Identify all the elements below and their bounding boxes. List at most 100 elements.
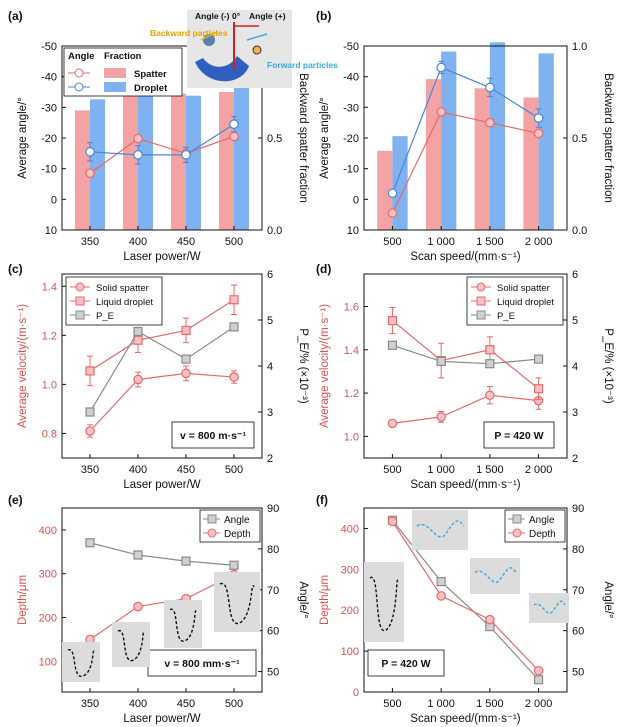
profile-inset <box>164 600 202 648</box>
y2-tick-label: 80 <box>267 544 279 556</box>
x-tick-label: 1 000 <box>427 236 455 248</box>
legend-marker <box>476 282 486 292</box>
y-tick-label: 0 <box>51 194 57 206</box>
y2-tick-label: 50 <box>572 667 584 679</box>
y-axis-label: Average velocity/(m·s⁻¹) <box>319 304 331 428</box>
pe-point <box>533 354 544 364</box>
y-tick-label: 1.0 <box>344 431 359 443</box>
pe-point <box>133 326 143 337</box>
legend-label: Solid spatter <box>497 283 550 294</box>
legend-marker <box>74 82 84 92</box>
x-tick-label: 1 500 <box>476 698 504 710</box>
angle-spatter-point <box>229 131 239 142</box>
legend-label: Solid spatter <box>96 283 149 294</box>
angle-spatter-point <box>387 208 398 218</box>
x-tick-label: 1 500 <box>476 464 504 476</box>
y2-tick-label: 90 <box>572 503 584 515</box>
y-tick-label: 1.0 <box>42 379 57 391</box>
legend-marker <box>75 310 85 320</box>
angle-spatter-line <box>89 135 235 174</box>
y-tick-label: 400 <box>341 523 359 535</box>
x-tick-label: 450 <box>177 698 195 710</box>
panel-label: (b) <box>316 9 331 23</box>
y-tick-label: 1.4 <box>344 345 359 357</box>
y2-tick-label: 1.0 <box>572 41 587 53</box>
y-tick-label: 0 <box>353 687 359 699</box>
profile-curve <box>416 520 465 538</box>
solid-spatter-line <box>392 394 539 424</box>
profile-inset <box>470 558 520 594</box>
y-tick-label: 100 <box>39 656 57 668</box>
y-tick-label: 200 <box>39 613 57 625</box>
y2-axis-label: Backward spatter fraction <box>297 73 309 203</box>
depth-point <box>485 614 495 625</box>
profile-curve <box>533 600 566 614</box>
y2-tick-label: 0.0 <box>572 225 587 237</box>
x-axis-label: Scan speed/(mm·s⁻¹) <box>410 479 520 491</box>
y-tick-label: -30 <box>41 102 57 114</box>
x-axis-label: Scan speed/(mm·s⁻¹) <box>410 251 520 263</box>
y2-axis-label: P_E/% (×10⁻³) <box>602 328 614 404</box>
solid-spatter-point <box>485 390 495 401</box>
panel-label: (c) <box>8 262 23 276</box>
bar-droplet-1 <box>441 51 457 230</box>
legend-label: Droplet <box>134 83 168 94</box>
inset-angle-neg: Angle (-) <box>195 11 230 21</box>
backward-arrow <box>200 31 218 41</box>
depth-point <box>133 601 143 612</box>
legend-marker <box>74 68 84 78</box>
legend-marker <box>75 282 85 292</box>
pe-point <box>229 322 239 332</box>
annotation-box <box>171 421 255 449</box>
depth-point <box>387 516 398 527</box>
x-tick-label: 500 <box>225 698 243 710</box>
y-tick-label: 200 <box>341 605 359 617</box>
y-tick-label: 1.4 <box>42 281 57 293</box>
x-tick-label: 500 <box>383 236 401 248</box>
depth-point <box>436 591 446 601</box>
angle-droplet-line <box>391 66 539 194</box>
legend-header: Angle <box>68 51 94 62</box>
y2-tick-label: 6 <box>267 269 273 281</box>
y2-axis-label: Backward spatter fraction <box>602 73 614 203</box>
liquid-droplet-point <box>387 315 398 326</box>
y2-tick-label: 70 <box>572 585 584 597</box>
melt-pool-shape <box>195 56 249 82</box>
y2-axis-label: P_E/% (×10⁻³) <box>297 328 309 404</box>
angle-point <box>436 576 446 587</box>
forward-particle <box>252 45 262 55</box>
y-axis-label: Average angle/° <box>319 97 331 179</box>
inset-angle-pos: Angle (+) <box>249 11 286 21</box>
x-tick-label: 1 500 <box>476 236 504 248</box>
y2-tick-label: 2 <box>267 453 273 465</box>
x-tick-label: 450 <box>177 464 195 476</box>
x-tick-label: 400 <box>129 698 147 710</box>
y2-tick-label: 60 <box>267 626 279 638</box>
legend-label: Depth <box>224 529 251 540</box>
y-tick-label: 10 <box>45 225 57 237</box>
annotation-box <box>147 649 257 677</box>
y-tick-label: 10 <box>347 225 359 237</box>
y-tick-label: -30 <box>343 102 359 114</box>
angle-droplet-point <box>485 82 495 93</box>
panel-label: (a) <box>8 9 23 23</box>
y2-tick-label: 60 <box>572 626 584 638</box>
pe-point <box>387 340 398 350</box>
x-tick-label: 400 <box>129 464 147 476</box>
legend-swatch <box>104 68 126 78</box>
depth-point <box>533 665 544 676</box>
y-tick-label: 100 <box>341 646 359 658</box>
x-tick-label: 2 000 <box>525 236 553 248</box>
x-tick-label: 500 <box>383 464 401 476</box>
panel-label: (f) <box>316 493 328 507</box>
angle-droplet-point <box>533 113 544 123</box>
y2-tick-label: 6 <box>572 269 578 281</box>
panel-e: (e) 100 200 300 400 50 60 70 80 90 350 400 450 500 Las… <box>8 493 309 725</box>
x-tick-label: 350 <box>81 236 99 248</box>
bar-droplet-2 <box>186 95 201 231</box>
y-tick-label: -10 <box>41 164 57 176</box>
inset-zero: 0° <box>232 11 241 21</box>
profile-curve <box>67 649 95 677</box>
solid-spatter-point <box>85 426 95 436</box>
